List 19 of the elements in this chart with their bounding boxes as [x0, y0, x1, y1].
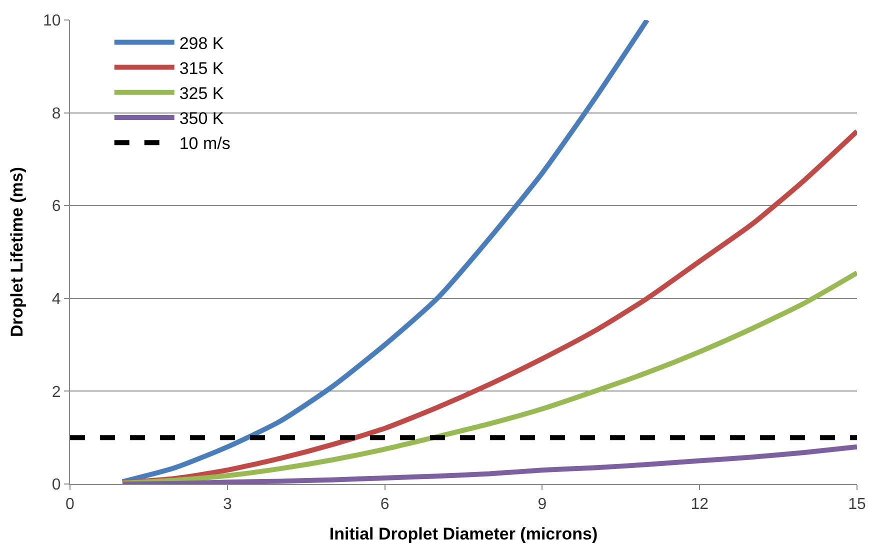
- x-tick-label: 15: [848, 496, 866, 514]
- x-tick-label: 3: [222, 496, 232, 514]
- y-axis-title: Droplet Lifetime (ms): [8, 166, 27, 338]
- legend-label: 315 K: [179, 58, 224, 78]
- legend-label: 325 K: [179, 84, 224, 104]
- legend-label: 10 m/s: [179, 134, 230, 154]
- y-tick-label: 2: [52, 384, 61, 401]
- y-tick-label: 10: [43, 12, 61, 30]
- y-tick-label: 0: [52, 476, 61, 494]
- legend-label: 350 K: [179, 109, 224, 128]
- x-tick-label: 12: [690, 496, 709, 514]
- legend-label: 298 K: [179, 34, 224, 53]
- x-tick-label: 6: [380, 496, 390, 514]
- x-tick-label: 9: [538, 496, 547, 514]
- y-tick-label: 4: [52, 291, 61, 308]
- x-axis-title: Initial Droplet Diameter (microns): [329, 524, 598, 544]
- y-tick-label: 8: [52, 105, 61, 122]
- x-tick-label: 0: [66, 496, 75, 514]
- y-tick-label: 6: [52, 198, 61, 216]
